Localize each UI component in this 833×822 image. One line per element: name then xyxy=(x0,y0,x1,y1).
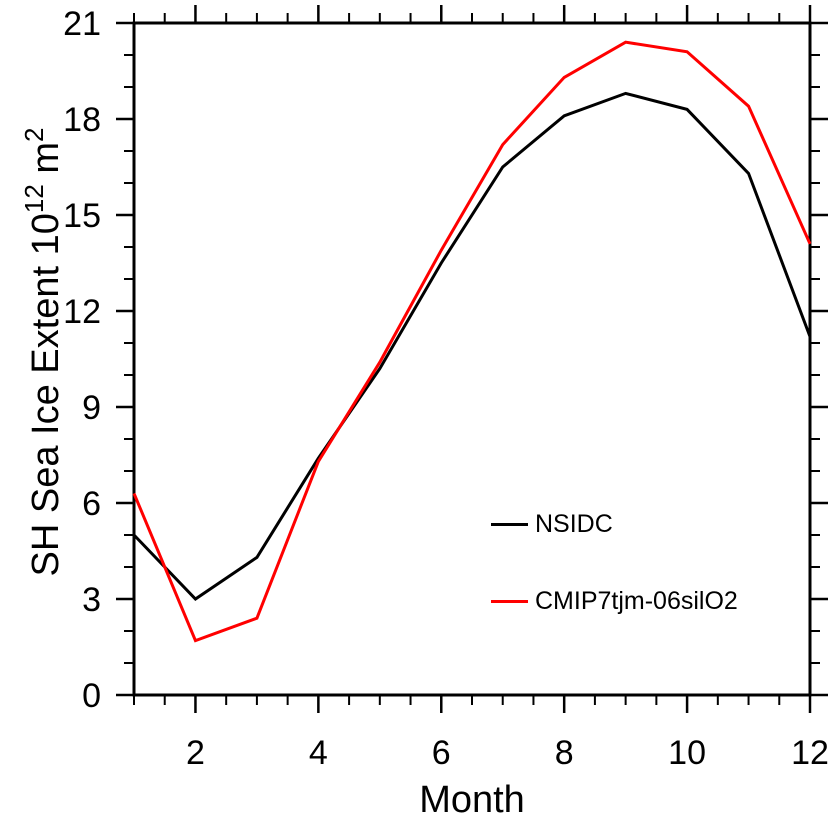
x-tick-label: 10 xyxy=(668,734,706,772)
y-tick-label: 0 xyxy=(82,677,101,715)
y-tick-label: 6 xyxy=(82,485,101,523)
x-tick-label: 12 xyxy=(791,734,829,772)
nsidc-series-line xyxy=(132,91,812,601)
x-tick-label: 6 xyxy=(432,734,451,772)
y-tick-label: 15 xyxy=(63,197,101,235)
y-axis-title-superscript: 2 xyxy=(19,128,49,142)
x-tick-label: 2 xyxy=(186,734,205,772)
y-tick-label: 12 xyxy=(63,293,101,331)
y-tick-label: 18 xyxy=(63,101,101,139)
plot-frame xyxy=(132,21,812,697)
y-tick-label: 3 xyxy=(82,581,101,619)
x-tick-label: 4 xyxy=(309,734,328,772)
y-tick-label: 21 xyxy=(63,5,101,43)
cmip-series-line xyxy=(132,40,812,643)
y-tick-label: 9 xyxy=(82,389,101,427)
x-tick-label: 8 xyxy=(555,734,574,772)
y-axis-title-superscript: 12 xyxy=(19,184,49,213)
y-axis-title-text: m xyxy=(25,142,67,184)
y-axis-title-text: SH Sea Ice Extent 10 xyxy=(25,213,67,576)
y-axis-title: SH Sea Ice Extent 1012 m2 xyxy=(19,128,67,577)
x-axis-title: Month xyxy=(419,779,525,821)
